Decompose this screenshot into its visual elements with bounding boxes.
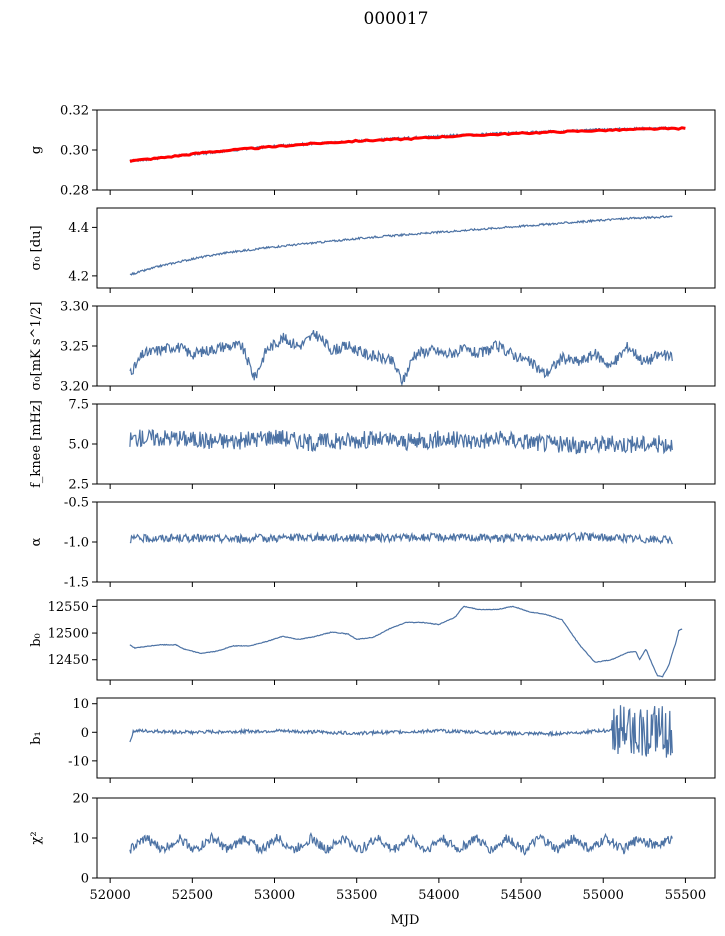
series-line [129,705,673,758]
y-tick-label: 20 [72,792,89,807]
series-line [129,605,683,678]
series-line-model [129,126,686,163]
x-tick-label: 52000 [89,888,130,903]
series-line [129,831,673,856]
panel-frame [96,797,716,879]
panel-7: -10 0 10 b₁ [29,697,716,783]
y-axis-label: b₁ [29,731,44,745]
y-tick-label: 3.30 [60,300,89,315]
panel-4: 2.5 5.0 7.5 f_knee [mHz] [29,398,716,493]
y-tick-label: 2.5 [68,478,89,493]
panel-frame [96,207,716,289]
x-tick-label: 53000 [254,888,295,903]
y-tick-label: 10 [72,697,89,712]
series-line [129,428,673,455]
figure-title: 000017 [364,9,429,29]
x-tick-label: 53500 [336,888,377,903]
y-tick-label: 4.2 [68,269,89,284]
x-tick-label: 54000 [418,888,459,903]
y-axis-label: χ² [29,831,44,844]
x-tick-label: 54500 [500,888,541,903]
panel-1: 0.28 0.30 0.32 g [29,104,716,199]
y-tick-label: 12550 [48,600,89,615]
x-tick-label: 55500 [665,888,706,903]
y-tick-label: 0 [81,726,89,741]
y-tick-label: 0.30 [60,144,89,159]
y-tick-label: 12450 [48,653,89,668]
panel-frame [96,599,716,681]
panel-5: -1.5 -1.0 -0.5 α [29,496,716,591]
y-tick-label: 4.4 [68,221,89,236]
panel-3: 3.20 3.25 3.30 σ₀[mK s^1/2] [29,300,716,395]
panel-frame [96,109,716,191]
y-axis-label: g [29,146,44,154]
panel-frame [96,697,716,779]
panels: 0.28 0.30 0.32 g 4.2 4.4 σ₀ [du] 3.20 3.25 3.30 σ₀… [29,104,716,887]
series-line [129,215,673,276]
y-tick-label: 12500 [48,627,89,642]
y-tick-label: 10 [72,832,89,847]
y-tick-label: -1.5 [64,576,89,591]
y-tick-label: -10 [68,754,89,769]
y-tick-label: 0 [81,872,89,887]
y-tick-label: 7.5 [68,398,89,413]
y-tick-label: -1.0 [64,536,89,551]
panel-6: 12450 12500 12550 b₀ [29,599,716,685]
y-tick-label: -0.5 [64,496,89,511]
y-axis-label: f_knee [mHz] [29,400,44,488]
x-axis: 52000 52500 53000 53500 54000 54500 55000 55500 [89,888,706,903]
panel-2: 4.2 4.4 σ₀ [du] [29,207,716,293]
y-tick-label: 0.32 [60,104,89,119]
y-tick-label: 0.28 [60,184,89,199]
y-axis-label: b₀ [29,633,44,647]
panel-8: 0 10 20 χ² [29,792,716,887]
x-tick-label: 55000 [583,888,624,903]
x-tick-label: 52500 [172,888,213,903]
y-axis-label: σ₀ [du] [29,225,44,270]
x-axis-label: MJD [391,913,420,928]
series-line [129,330,673,387]
y-tick-label: 5.0 [68,438,89,453]
y-tick-label: 3.20 [60,380,89,395]
y-axis-label: σ₀[mK s^1/2] [29,302,44,391]
y-axis-label: α [29,537,44,546]
y-tick-label: 3.25 [60,340,89,355]
series-line [129,531,673,545]
